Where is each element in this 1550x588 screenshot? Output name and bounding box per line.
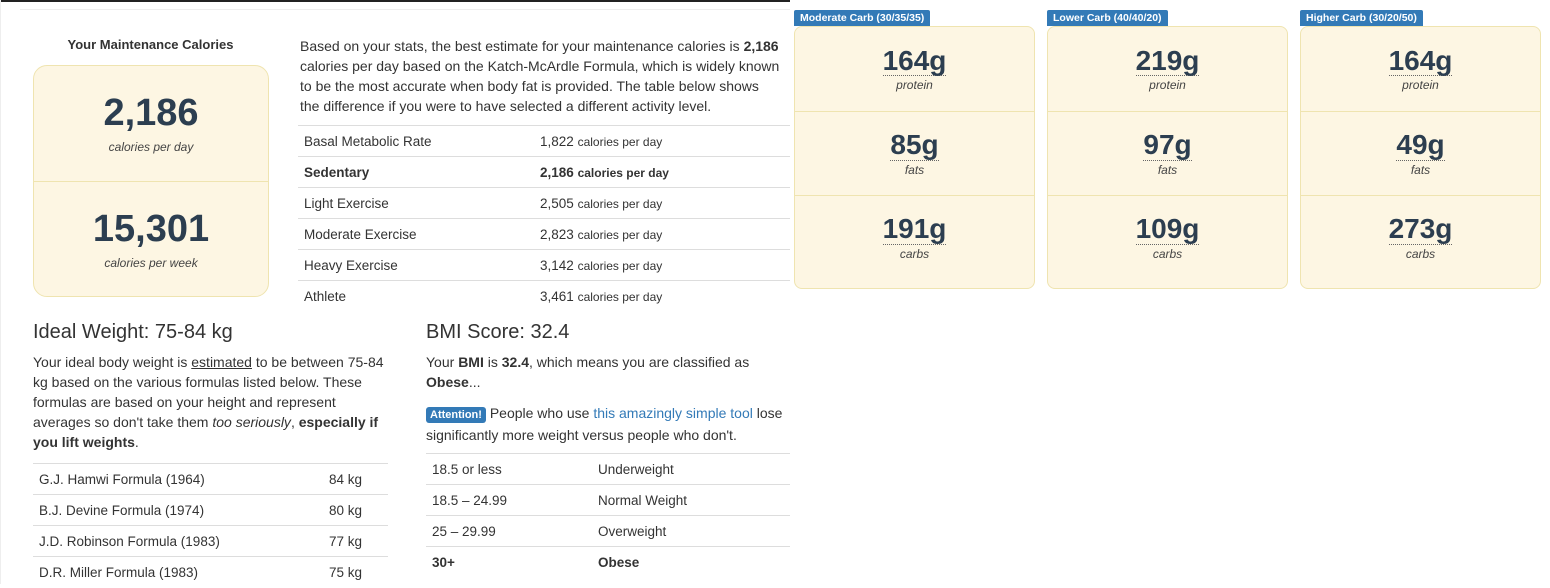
macro-plan: Higher Carb (30/20/50) 164g protein 49g fats… bbox=[1300, 8, 1541, 289]
attention-badge: Attention! bbox=[426, 407, 486, 423]
carbs-label: carbs bbox=[1152, 246, 1183, 261]
bmi-range: 30+ bbox=[426, 546, 592, 578]
protein-value: 164g bbox=[1388, 44, 1453, 77]
activity-label: Heavy Exercise bbox=[298, 249, 534, 281]
protein-label: protein bbox=[896, 78, 933, 93]
bmi-range: 25 – 29.99 bbox=[426, 515, 592, 547]
bmi-row: 25 – 29.99 Overweight bbox=[426, 515, 790, 547]
activity-value: 2,505 calories per day bbox=[534, 187, 790, 219]
activity-label: Athlete bbox=[298, 280, 534, 312]
simple-tool-link[interactable]: this amazingly simple tool bbox=[593, 405, 753, 421]
activity-row: Moderate Exercise 2,823 calories per day bbox=[298, 218, 790, 250]
fats-value: 97g bbox=[1143, 129, 1192, 161]
activity-value: 2,186 calories per day bbox=[534, 156, 790, 188]
activity-label: Basal Metabolic Rate bbox=[298, 125, 534, 157]
formula-row: B.J. Devine Formula (1974) 80 kg bbox=[33, 494, 388, 526]
activity-row: Heavy Exercise 3,142 calories per day bbox=[298, 249, 790, 281]
macro-plan: Moderate Carb (30/35/35) 164g protein 85g fa… bbox=[794, 8, 1035, 289]
formula-row: G.J. Hamwi Formula (1964) 84 kg bbox=[33, 463, 388, 495]
bmi-table: 18.5 or less Underweight 18.5 – 24.99 Norma… bbox=[426, 453, 790, 578]
bmi-text: Your BMI is 32.4, which means you are cl… bbox=[426, 354, 750, 390]
protein-label: protein bbox=[1149, 78, 1186, 93]
formula-name: G.J. Hamwi Formula (1964) bbox=[33, 463, 323, 495]
formula-name: J.D. Robinson Formula (1983) bbox=[33, 525, 323, 557]
bmi-title: BMI Score: 32.4 bbox=[426, 321, 570, 343]
formula-name: D.R. Miller Formula (1983) bbox=[33, 556, 323, 588]
ideal-weight-title: Ideal Weight: 75-84 kg bbox=[33, 321, 233, 343]
left-border bbox=[0, 0, 1, 584]
carbs-value: 109g bbox=[1135, 213, 1200, 245]
formula-value: 80 kg bbox=[323, 494, 388, 526]
fats-label: fats bbox=[904, 162, 925, 177]
activity-label: Sedentary bbox=[298, 156, 534, 188]
formula-value: 84 kg bbox=[323, 463, 388, 495]
carbs-value: 191g bbox=[882, 213, 947, 245]
activity-row: Sedentary 2,186 calories per day bbox=[298, 156, 790, 188]
divider bbox=[20, 9, 790, 10]
formula-value: 75 kg bbox=[323, 556, 388, 588]
activity-value: 2,823 calories per day bbox=[534, 218, 790, 250]
bmi-range: 18.5 or less bbox=[426, 453, 592, 485]
daily-calories: 2,186 bbox=[103, 91, 199, 134]
activity-value: 1,822 calories per day bbox=[534, 125, 790, 157]
bmi-row: 18.5 or less Underweight bbox=[426, 453, 790, 485]
formula-row: J.D. Robinson Formula (1983) 77 kg bbox=[33, 525, 388, 557]
maintenance-title: Your Maintenance Calories bbox=[67, 37, 234, 52]
plan-tab[interactable]: Higher Carb (30/20/50) bbox=[1300, 10, 1423, 26]
protein-value: 219g bbox=[1135, 44, 1200, 77]
ideal-weight-text: Your ideal body weight is estimated to b… bbox=[33, 354, 384, 450]
top-border bbox=[0, 0, 790, 2]
fats-label: fats bbox=[1410, 162, 1431, 177]
activity-row: Light Exercise 2,505 calories per day bbox=[298, 187, 790, 219]
ideal-weight-table: G.J. Hamwi Formula (1964) 84 kg B.J. Devin… bbox=[33, 463, 388, 588]
formula-row: D.R. Miller Formula (1983) 75 kg bbox=[33, 556, 388, 588]
formula-name: B.J. Devine Formula (1974) bbox=[33, 494, 323, 526]
bmi-row: 18.5 – 24.99 Normal Weight bbox=[426, 484, 790, 516]
attention-text: Attention! People who use this amazingly… bbox=[426, 405, 783, 443]
bmi-range: 18.5 – 24.99 bbox=[426, 484, 592, 516]
weekly-label: calories per week bbox=[104, 255, 198, 270]
fats-value: 85g bbox=[890, 129, 939, 161]
activity-label: Moderate Exercise bbox=[298, 218, 534, 250]
fats-value: 49g bbox=[1396, 129, 1445, 161]
protein-label: protein bbox=[1402, 78, 1439, 93]
bmi-class: Obese bbox=[592, 546, 790, 578]
plan-tab[interactable]: Lower Carb (40/40/20) bbox=[1047, 10, 1168, 26]
bmi-class: Overweight bbox=[592, 515, 790, 547]
activity-value: 3,461 calories per day bbox=[534, 280, 790, 312]
bmi-class: Normal Weight bbox=[592, 484, 790, 516]
carbs-label: carbs bbox=[899, 246, 930, 261]
formula-value: 77 kg bbox=[323, 525, 388, 557]
activity-row: Basal Metabolic Rate 1,822 calories per d… bbox=[298, 125, 790, 157]
maintenance-card: 2,186 calories per day 15,301 calories per… bbox=[33, 65, 269, 297]
activity-table: Basal Metabolic Rate 1,822 calories per d… bbox=[298, 125, 790, 312]
bmi-row: 30+ Obese bbox=[426, 546, 790, 578]
carbs-label: carbs bbox=[1405, 246, 1436, 261]
activity-label: Light Exercise bbox=[298, 187, 534, 219]
activity-row: Athlete 3,461 calories per day bbox=[298, 280, 790, 312]
bmi-class: Underweight bbox=[592, 453, 790, 485]
weekly-calories: 15,301 bbox=[92, 207, 210, 250]
activity-value: 3,142 calories per day bbox=[534, 249, 790, 281]
carbs-value: 273g bbox=[1388, 213, 1453, 245]
plan-tab[interactable]: Moderate Carb (30/35/35) bbox=[794, 10, 931, 26]
protein-value: 164g bbox=[882, 44, 947, 77]
fats-label: fats bbox=[1157, 162, 1178, 177]
macro-plan: Lower Carb (40/40/20) 219g protein 97g fats 1… bbox=[1047, 8, 1288, 289]
daily-label: calories per day bbox=[108, 139, 194, 154]
intro-text: Based on your stats, the best estimate f… bbox=[300, 38, 780, 114]
